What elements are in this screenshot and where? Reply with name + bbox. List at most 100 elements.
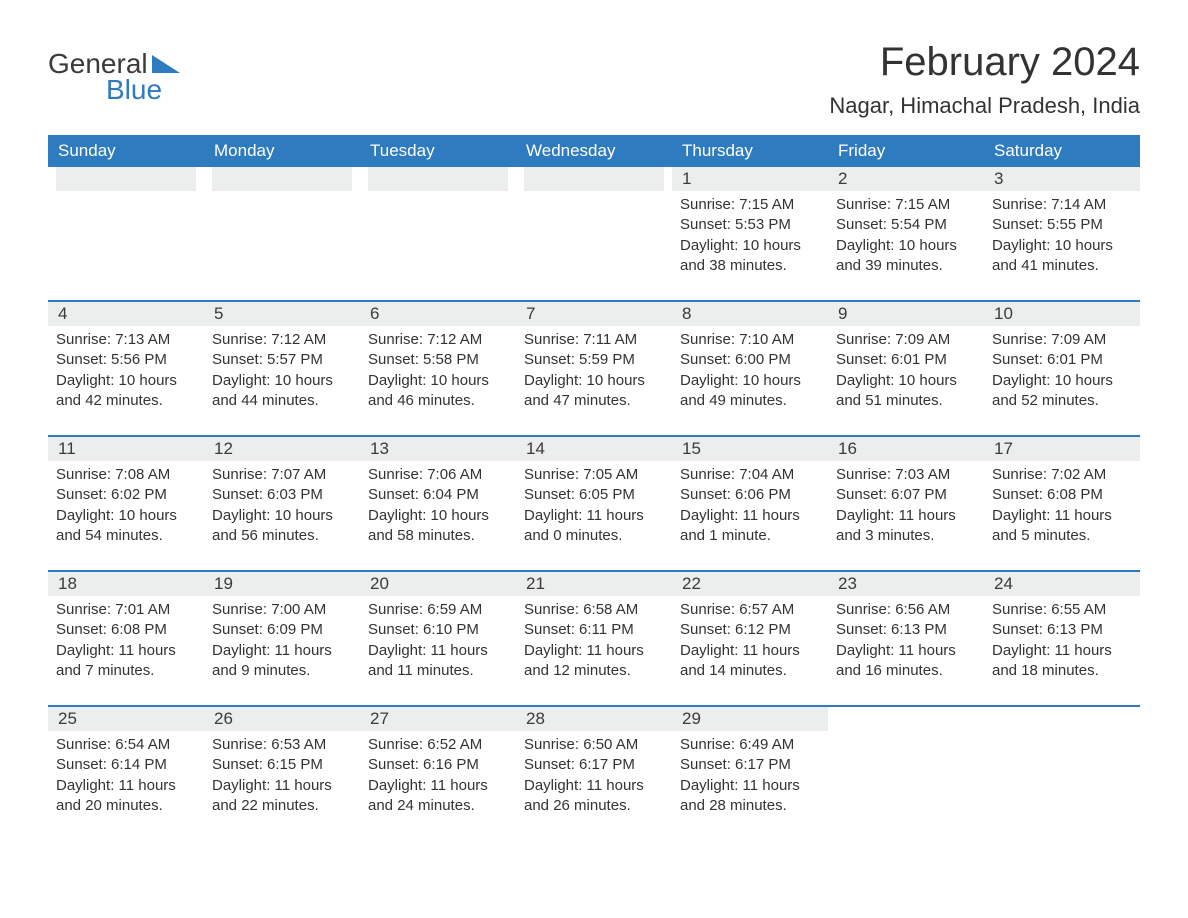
day-info-line: Sunset: 6:01 PM (836, 350, 976, 370)
day-number: 1 (672, 167, 828, 191)
day-info-line: and 58 minutes. (368, 526, 508, 546)
calendar-cell (360, 167, 516, 301)
calendar-cell: 7Sunrise: 7:11 AMSunset: 5:59 PMDaylight… (516, 301, 672, 436)
day-number: 25 (48, 707, 204, 731)
day-info-line: and 41 minutes. (992, 256, 1132, 276)
day-number: 11 (48, 437, 204, 461)
day-info-line: Sunset: 5:58 PM (368, 350, 508, 370)
day-info-line: Daylight: 11 hours (368, 776, 508, 796)
day-number: 13 (360, 437, 516, 461)
day-info-line: Daylight: 11 hours (56, 776, 196, 796)
day-header: Monday (204, 135, 360, 167)
calendar-week-row: 4 Sunrise: 7:13 AMSunset: 5:56 PMDaylight… (48, 301, 1140, 436)
day-info-line: and 0 minutes. (524, 526, 664, 546)
calendar-cell: 8Sunrise: 7:10 AMSunset: 6:00 PMDaylight… (672, 301, 828, 436)
title-block: February 2024 Nagar, Himachal Pradesh, I… (829, 40, 1140, 119)
day-info-line: Sunset: 6:13 PM (992, 620, 1132, 640)
day-number: 7 (516, 302, 672, 326)
calendar-cell: 28Sunrise: 6:50 AMSunset: 6:17 PMDayligh… (516, 706, 672, 840)
day-number: 3 (984, 167, 1140, 191)
day-info-line: and 7 minutes. (56, 661, 196, 681)
calendar-cell: 2Sunrise: 7:15 AMSunset: 5:54 PMDaylight… (828, 167, 984, 301)
day-number: 18 (48, 572, 204, 596)
day-number: 14 (516, 437, 672, 461)
day-info-line: Sunrise: 7:08 AM (56, 465, 196, 485)
logo: General Blue (48, 48, 180, 106)
day-info: Sunrise: 7:15 AMSunset: 5:53 PMDaylight:… (680, 195, 820, 276)
day-info: Sunrise: 6:52 AMSunset: 6:16 PMDaylight:… (368, 735, 508, 816)
day-info-line: and 39 minutes. (836, 256, 976, 276)
day-number: 12 (204, 437, 360, 461)
day-info-line: Sunrise: 6:56 AM (836, 600, 976, 620)
calendar-cell: 10Sunrise: 7:09 AMSunset: 6:01 PMDayligh… (984, 301, 1140, 436)
day-info: Sunrise: 6:56 AMSunset: 6:13 PMDaylight:… (836, 600, 976, 681)
day-info: Sunrise: 7:15 AMSunset: 5:54 PMDaylight:… (836, 195, 976, 276)
day-info-line: Sunset: 6:17 PM (524, 755, 664, 775)
day-info-line: Daylight: 11 hours (524, 776, 664, 796)
day-info-line: Daylight: 11 hours (836, 641, 976, 661)
day-info-line: and 16 minutes. (836, 661, 976, 681)
day-number: 4 (48, 302, 204, 326)
day-info-line: Sunset: 6:13 PM (836, 620, 976, 640)
day-info-line: and 56 minutes. (212, 526, 352, 546)
calendar-week-row: 18 Sunrise: 7:01 AMSunset: 6:08 PMDayligh… (48, 571, 1140, 706)
day-info-line: and 52 minutes. (992, 391, 1132, 411)
day-info: Sunrise: 6:59 AMSunset: 6:10 PMDaylight:… (368, 600, 508, 681)
day-info-line: Sunset: 6:06 PM (680, 485, 820, 505)
day-info-line: Daylight: 10 hours (56, 506, 196, 526)
day-info-line: Daylight: 10 hours (680, 236, 820, 256)
day-info-line: Sunrise: 6:52 AM (368, 735, 508, 755)
calendar-week-row: 11Sunrise: 7:08 AMSunset: 6:02 PMDayligh… (48, 436, 1140, 571)
calendar-cell: 25 Sunrise: 6:54 AMSunset: 6:14 PMDayligh… (48, 706, 204, 840)
day-info-line: Sunrise: 7:01 AM (56, 600, 196, 620)
day-info-line: Daylight: 10 hours (992, 371, 1132, 391)
day-info-line: Sunrise: 6:57 AM (680, 600, 820, 620)
day-info: Sunrise: 7:02 AMSunset: 6:08 PMDaylight:… (992, 465, 1132, 546)
empty-day-strip (524, 167, 664, 191)
day-info: Sunrise: 7:00 AMSunset: 6:09 PMDaylight:… (212, 600, 352, 681)
day-info-line: and 54 minutes. (56, 526, 196, 546)
day-info-line: Daylight: 10 hours (524, 371, 664, 391)
day-info: Sunrise: 6:54 AMSunset: 6:14 PMDaylight:… (56, 735, 196, 816)
day-info-line: Daylight: 10 hours (368, 506, 508, 526)
day-info-line: Sunrise: 7:12 AM (368, 330, 508, 350)
calendar-cell: 1 Sunrise: 7:15 AMSunset: 5:53 PMDaylight… (672, 167, 828, 301)
day-number: 5 (204, 302, 360, 326)
day-info: Sunrise: 7:06 AMSunset: 6:04 PMDaylight:… (368, 465, 508, 546)
calendar-cell: 23Sunrise: 6:56 AMSunset: 6:13 PMDayligh… (828, 571, 984, 706)
day-info-line: Sunrise: 7:09 AM (992, 330, 1132, 350)
day-info: Sunrise: 7:13 AMSunset: 5:56 PMDaylight:… (56, 330, 196, 411)
day-info-line: Sunset: 6:05 PM (524, 485, 664, 505)
day-info-line: and 42 minutes. (56, 391, 196, 411)
day-info-line: and 47 minutes. (524, 391, 664, 411)
day-info-line: Daylight: 10 hours (836, 371, 976, 391)
calendar-cell: 27Sunrise: 6:52 AMSunset: 6:16 PMDayligh… (360, 706, 516, 840)
day-info-line: Sunrise: 6:59 AM (368, 600, 508, 620)
day-info: Sunrise: 7:07 AMSunset: 6:03 PMDaylight:… (212, 465, 352, 546)
day-info-line: Sunset: 6:04 PM (368, 485, 508, 505)
day-info-line: Sunset: 5:53 PM (680, 215, 820, 235)
location: Nagar, Himachal Pradesh, India (829, 93, 1140, 119)
calendar-week-row: 25 Sunrise: 6:54 AMSunset: 6:14 PMDayligh… (48, 706, 1140, 840)
day-number: 17 (984, 437, 1140, 461)
day-number: 10 (984, 302, 1140, 326)
day-info: Sunrise: 6:49 AMSunset: 6:17 PMDaylight:… (680, 735, 820, 816)
day-number: 15 (672, 437, 828, 461)
day-info: Sunrise: 6:55 AMSunset: 6:13 PMDaylight:… (992, 600, 1132, 681)
calendar-cell: 12 Sunrise: 7:07 AMSunset: 6:03 PMDayligh… (204, 436, 360, 571)
day-info-line: Sunset: 6:11 PM (524, 620, 664, 640)
day-info-line: Daylight: 10 hours (56, 371, 196, 391)
day-info-line: Sunset: 6:03 PM (212, 485, 352, 505)
day-info-line: Daylight: 11 hours (992, 641, 1132, 661)
day-info-line: Sunrise: 7:15 AM (836, 195, 976, 215)
day-info-line: and 51 minutes. (836, 391, 976, 411)
day-info-line: Sunset: 5:59 PM (524, 350, 664, 370)
day-header: Saturday (984, 135, 1140, 167)
day-info-line: Sunrise: 7:06 AM (368, 465, 508, 485)
day-info-line: Sunrise: 7:15 AM (680, 195, 820, 215)
day-number: 6 (360, 302, 516, 326)
day-info: Sunrise: 7:01 AMSunset: 6:08 PMDaylight:… (56, 600, 196, 681)
day-info-line: Sunrise: 6:54 AM (56, 735, 196, 755)
day-info-line: Daylight: 10 hours (992, 236, 1132, 256)
day-info-line: and 44 minutes. (212, 391, 352, 411)
